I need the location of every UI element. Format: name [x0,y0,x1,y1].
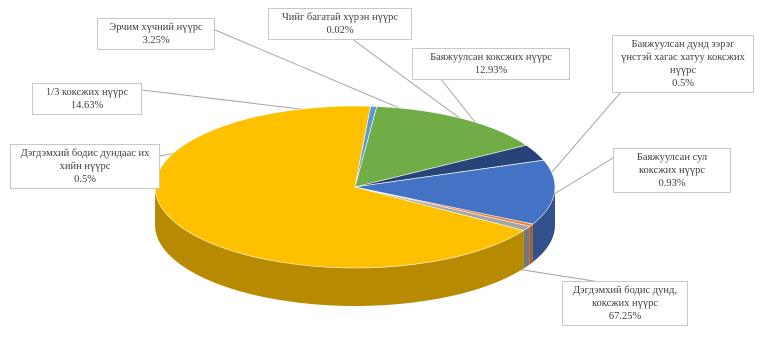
slice-label-1: Дэгдэмхий бодис дундаас их хийн нүүрс 0.5… [10,144,160,189]
pie-side-0 [155,187,524,307]
pie-side-7 [523,226,530,269]
slice-label-6: Баяжуулсан дунд зэрэг үнстэй хагас хатуу… [612,35,754,93]
slice-label-3: Эрчим хүчний нүүрс 3.25% [97,18,215,50]
pie-slice-2 [354,106,528,188]
slice-label-7: Баяжуулсан сул коксжих нүүрс 0.93% [613,148,731,193]
slice-label-4: Чийг багатай хүрэн нүүрс 0.02% [268,8,412,40]
pie-side-6 [529,224,533,265]
pie-slice-0 [154,105,525,269]
pie-slice-7 [354,186,531,231]
pie-slice-5 [354,159,556,225]
slice-label-5: Баяжуулсан коксжих нүүрс 12.93% [412,48,570,80]
slice-label-2: 1/3 коксжих нүүрс 14.63% [32,83,142,115]
pie-top [154,105,556,269]
pie-sides [155,187,555,307]
pie-side-5 [532,187,555,263]
slice-label-0: Дэгдэмхий бодис дунд, коксжих нүүрс 67.25… [562,281,688,326]
